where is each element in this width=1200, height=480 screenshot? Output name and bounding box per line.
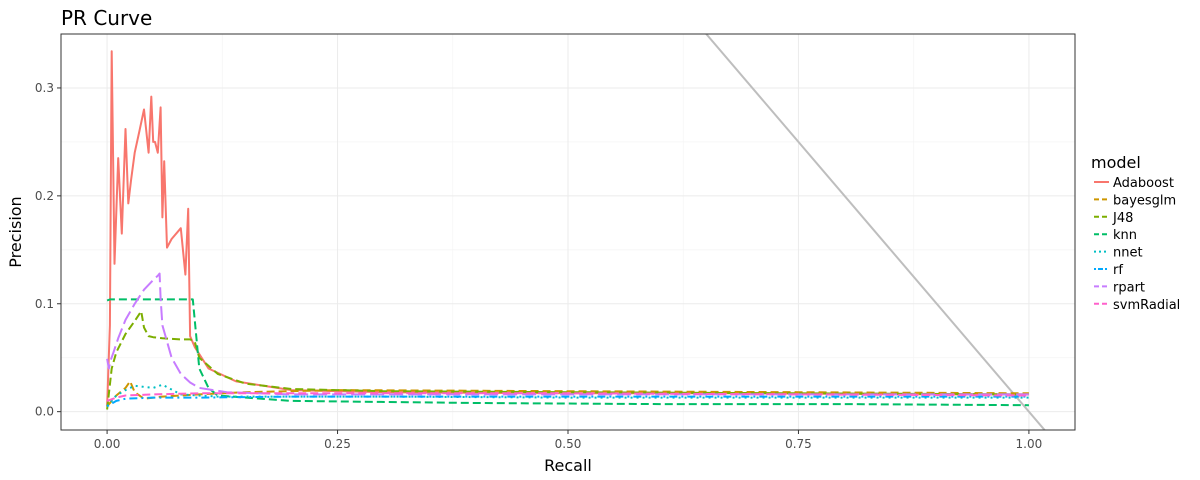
- legend-label-knn: knn: [1113, 228, 1137, 243]
- legend-label-bayesglm: bayesglm: [1113, 193, 1176, 208]
- y-tick-label: 0.1: [35, 297, 54, 311]
- legend-label-adaboost: Adaboost: [1113, 176, 1174, 191]
- legend-label-rf: rf: [1113, 263, 1123, 278]
- chart-title: PR Curve: [61, 6, 152, 30]
- x-tick-label: 1.00: [1016, 437, 1043, 451]
- x-axis-ticks: 0.00 0.25 0.50 0.75 1.00: [94, 430, 1043, 451]
- legend-label-rpart: rpart: [1113, 280, 1145, 295]
- x-tick-label: 0.25: [324, 437, 351, 451]
- x-tick-label: 0.00: [94, 437, 121, 451]
- y-tick-label: 0.2: [35, 189, 54, 203]
- y-tick-label: 0.0: [35, 405, 54, 419]
- reference-diagonal-line: [704, 34, 1046, 430]
- x-tick-label: 0.50: [555, 437, 582, 451]
- series-line-bayesglm: [106, 380, 1029, 407]
- legend-label-nnet: nnet: [1113, 246, 1143, 261]
- series-line-j48: [106, 310, 1029, 410]
- y-tick-label: 0.3: [35, 81, 54, 95]
- legend-label-svmradial: svmRadial: [1113, 298, 1180, 313]
- legend-title: model: [1091, 153, 1141, 172]
- x-tick-label: 0.75: [785, 437, 812, 451]
- legend: model Adaboost bayesglm J48 knn nnet rf rpart s…: [1091, 153, 1180, 313]
- series-layer: [106, 50, 1029, 410]
- series-line-rpart: [106, 272, 1029, 396]
- grid-lines: [61, 34, 1075, 430]
- series-line-rf: [106, 395, 1029, 408]
- y-axis-ticks: 0.0 0.1 0.2 0.3: [35, 81, 61, 419]
- x-axis-title: Recall: [544, 456, 592, 475]
- series-line-svmradial: [106, 392, 1029, 402]
- legend-label-j48: J48: [1112, 211, 1133, 226]
- reference-line-layer: [704, 34, 1046, 430]
- series-line-nnet: [106, 383, 1029, 407]
- y-axis-title: Precision: [6, 196, 25, 267]
